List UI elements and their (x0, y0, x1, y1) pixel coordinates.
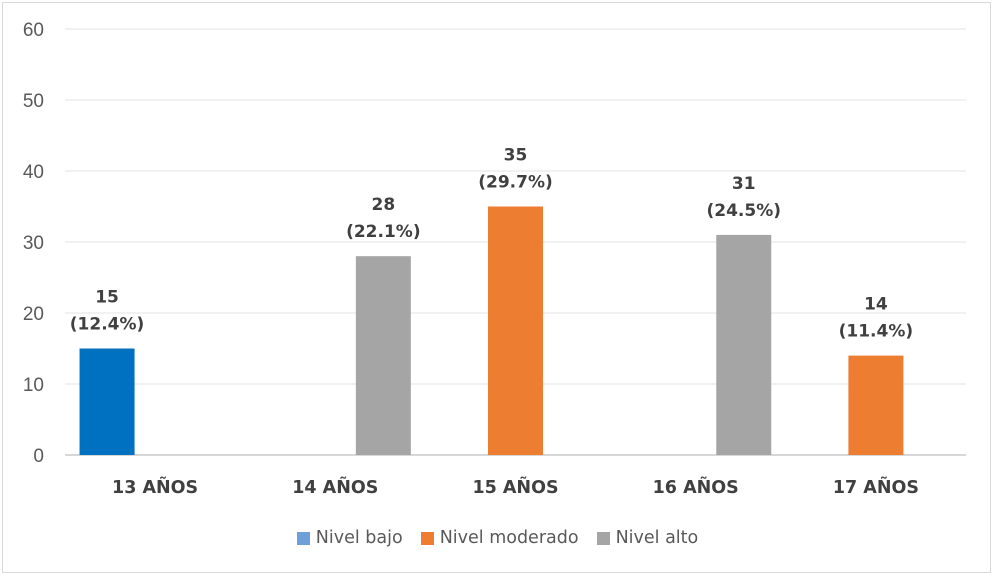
y-tick-label: 60 (23, 20, 44, 41)
legend-item-nivel-alto: Nivel alto (597, 528, 699, 548)
y-tick-label: 50 (23, 91, 44, 112)
x-tick-label: 17 AÑOS (833, 475, 919, 498)
bar (488, 207, 543, 456)
legend-item-nivel-moderado: Nivel moderado (421, 528, 579, 548)
y-tick-label: 20 (23, 304, 44, 325)
x-tick-label: 16 AÑOS (653, 475, 739, 498)
data-label-count: 15 (95, 288, 119, 308)
bar (356, 256, 411, 455)
data-label-count: 31 (732, 174, 756, 194)
y-tick-label: 0 (33, 446, 44, 467)
x-tick-label: 13 AÑOS (112, 475, 198, 498)
data-label-percent: (11.4%) (839, 322, 914, 342)
data-label-count: 14 (864, 295, 888, 315)
bar (848, 356, 903, 455)
y-tick-label: 40 (23, 162, 44, 183)
legend-swatch-nivel-bajo (297, 532, 310, 545)
legend-swatch-nivel-moderado (421, 532, 434, 545)
bar (80, 349, 135, 456)
y-tick-label: 30 (23, 233, 44, 254)
legend-item-nivel-bajo: Nivel bajo (297, 528, 403, 548)
legend-label-nivel-bajo: Nivel bajo (316, 528, 403, 548)
data-label-count: 28 (372, 195, 396, 215)
legend-swatch-nivel-alto (597, 532, 610, 545)
data-label-percent: (24.5%) (706, 201, 781, 221)
data-label-percent: (22.1%) (346, 222, 421, 242)
legend: Nivel bajo Nivel moderado Nivel alto (0, 528, 995, 548)
data-label-percent: (12.4%) (70, 315, 145, 335)
legend-label-nivel-moderado: Nivel moderado (440, 528, 579, 548)
x-tick-label: 15 AÑOS (472, 475, 558, 498)
x-tick-label: 14 AÑOS (292, 475, 378, 498)
data-label-count: 35 (504, 146, 528, 166)
data-label-percent: (29.7%) (478, 173, 553, 193)
y-tick-label: 10 (23, 375, 44, 396)
bar (716, 235, 771, 455)
legend-label-nivel-alto: Nivel alto (616, 528, 699, 548)
